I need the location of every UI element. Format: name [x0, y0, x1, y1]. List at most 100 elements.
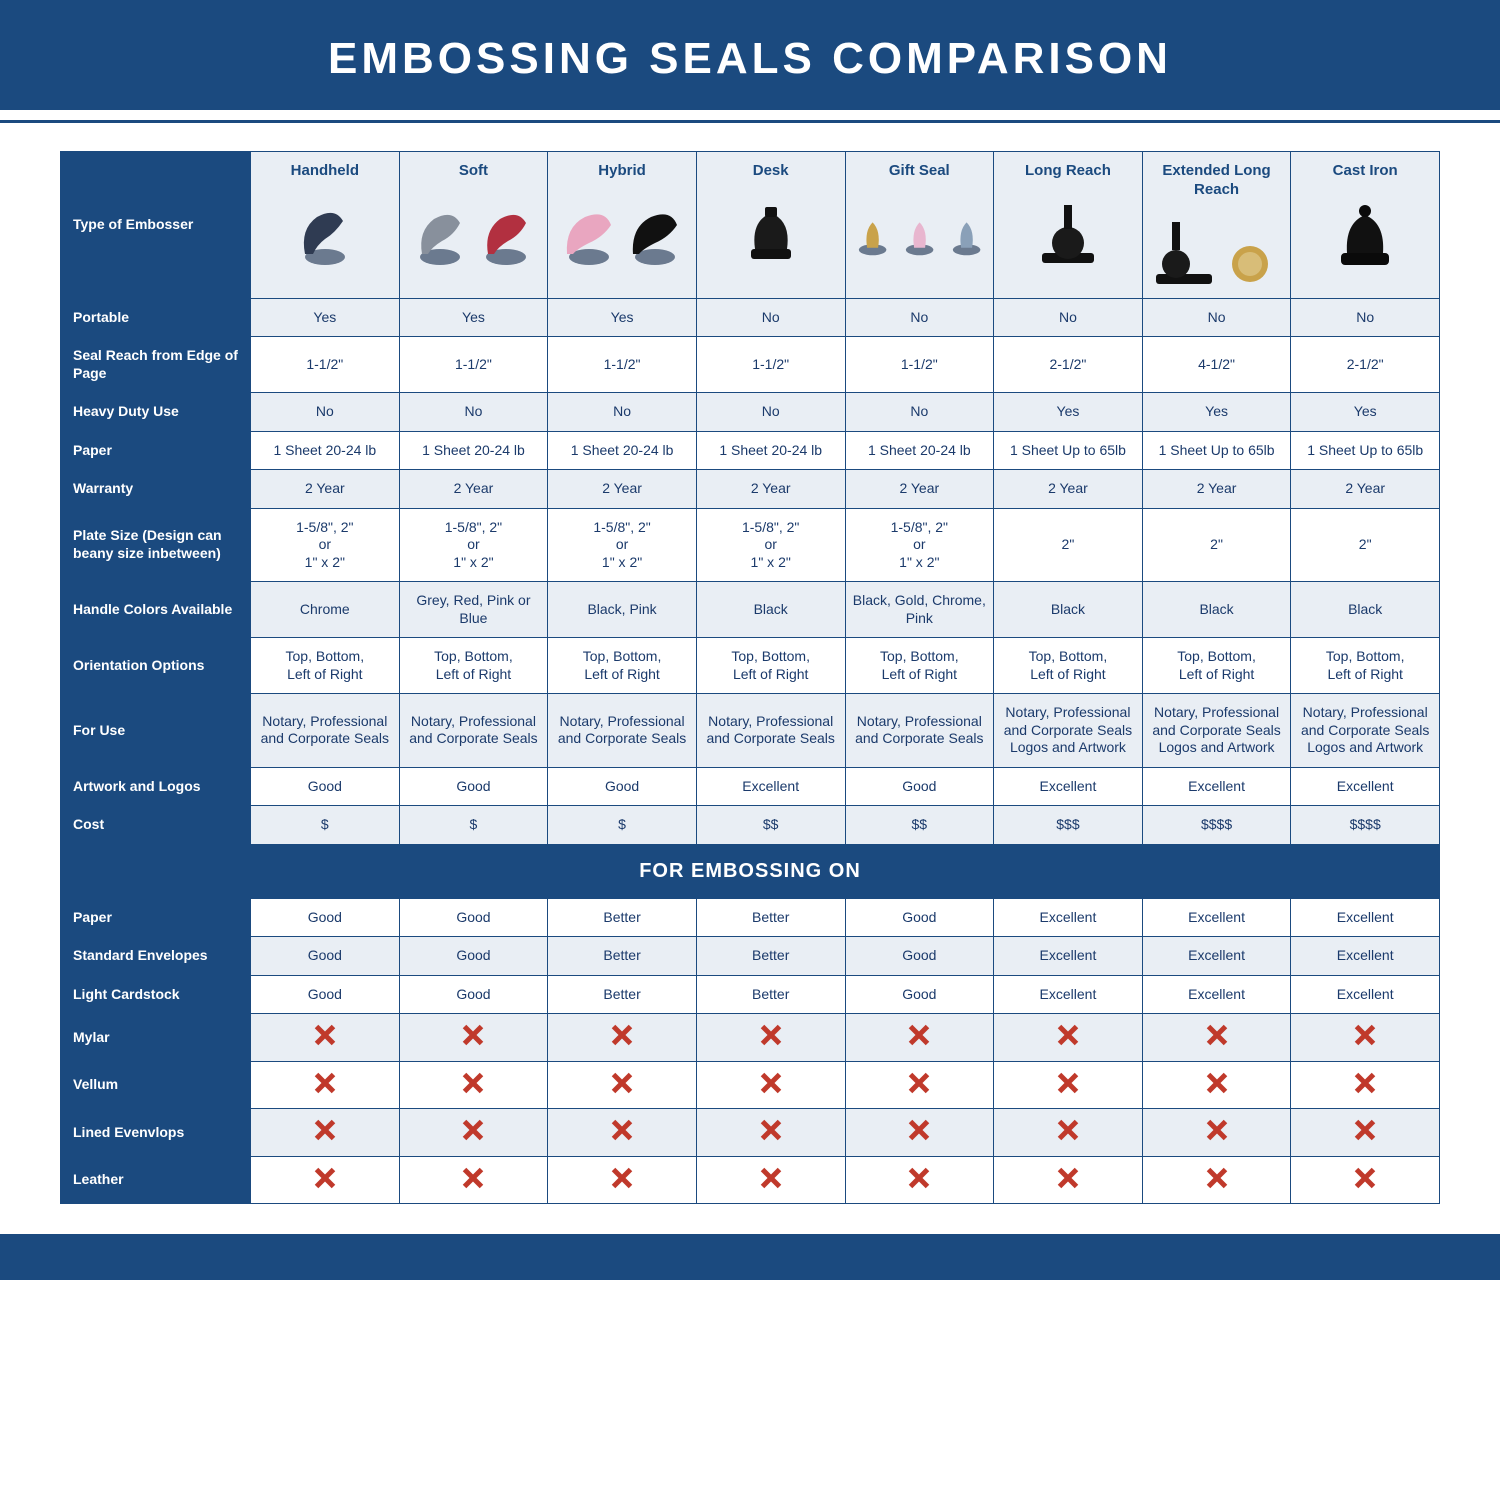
col-extlong: Extended Long Reach [1142, 152, 1291, 299]
table-cell: Chrome [251, 582, 400, 638]
table-cell [548, 1156, 697, 1204]
table-cell: No [1291, 298, 1440, 337]
table-cell: Good [845, 767, 994, 806]
row-label: Orientation Options [61, 638, 251, 694]
table-row: Artwork and LogosGoodGoodGoodExcellentGo… [61, 767, 1440, 806]
table-cell [1142, 1109, 1291, 1157]
table-cell: No [696, 298, 845, 337]
table-cell: Excellent [1142, 937, 1291, 976]
table-cell: Excellent [1142, 898, 1291, 937]
table-cell: Black [1142, 582, 1291, 638]
table-row: Plate Size (Design can beany size inbetw… [61, 508, 1440, 582]
table-cell: Top, Bottom,Left of Right [696, 638, 845, 694]
table-cell: 1 Sheet Up to 65lb [1142, 431, 1291, 470]
table-cell: Excellent [994, 975, 1143, 1014]
table-cell: 1 Sheet Up to 65lb [994, 431, 1143, 470]
table-cell: $$$ [994, 806, 1143, 845]
col-label: Cast Iron [1297, 162, 1433, 181]
x-icon [314, 1072, 336, 1094]
table-row: PaperGoodGoodBetterBetterGoodExcellentEx… [61, 898, 1440, 937]
row-label: Heavy Duty Use [61, 393, 251, 432]
table-cell [251, 1109, 400, 1157]
table-cell [548, 1014, 697, 1062]
table-cell: Good [399, 975, 548, 1014]
embosser-icon [899, 199, 940, 269]
table-cell: Good [845, 937, 994, 976]
table-cell: 2" [1142, 508, 1291, 582]
table-cell: 1-1/2" [251, 337, 400, 393]
footer-bar [0, 1234, 1500, 1280]
table-row: Lined Evenvlops [61, 1109, 1440, 1157]
x-icon [908, 1119, 930, 1141]
col-label: Extended Long Reach [1149, 162, 1285, 200]
table-cell: $$$$ [1142, 806, 1291, 845]
table-cell [845, 1014, 994, 1062]
table-cell: 1-1/2" [696, 337, 845, 393]
x-icon [462, 1167, 484, 1189]
table-cell [994, 1061, 1143, 1109]
table-cell: Better [548, 937, 697, 976]
table-cell [399, 1061, 548, 1109]
table-cell: Yes [994, 393, 1143, 432]
table-cell: $$$$ [1291, 806, 1440, 845]
table-cell: Black [696, 582, 845, 638]
table-cell [1142, 1061, 1291, 1109]
row-label: Cost [61, 806, 251, 845]
row-label: Vellum [61, 1061, 251, 1109]
table-cell [548, 1109, 697, 1157]
row-label: Mylar [61, 1014, 251, 1062]
table-cell [1291, 1061, 1440, 1109]
table-cell: 2 Year [1142, 470, 1291, 509]
x-icon [760, 1119, 782, 1141]
embosser-icon [559, 199, 619, 269]
col-label: Hybrid [554, 162, 690, 181]
table-cell: 2-1/2" [1291, 337, 1440, 393]
comparison-sheet: Type of EmbosserHandheldSoftHybridDeskGi… [60, 151, 1440, 1204]
table-cell: 2 Year [251, 470, 400, 509]
x-icon [314, 1167, 336, 1189]
table-cell: 2 Year [548, 470, 697, 509]
table-cell: Notary, Professional and Corporate Seals… [994, 694, 1143, 768]
table-row: Heavy Duty UseNoNoNoNoNoYesYesYes [61, 393, 1440, 432]
table-cell: 1 Sheet 20-24 lb [696, 431, 845, 470]
table-cell: Good [251, 767, 400, 806]
x-icon [908, 1072, 930, 1094]
table-cell: 2 Year [696, 470, 845, 509]
x-icon [314, 1024, 336, 1046]
embosser-icon [1335, 199, 1395, 269]
table-cell: Good [548, 767, 697, 806]
x-icon [611, 1119, 633, 1141]
table-cell: Notary, Professional and Corporate Seals [251, 694, 400, 768]
table-cell: $ [399, 806, 548, 845]
table-cell [399, 1156, 548, 1204]
table-cell: Notary, Professional and Corporate Seals [548, 694, 697, 768]
table-row: Leather [61, 1156, 1440, 1204]
x-icon [314, 1119, 336, 1141]
x-icon [1057, 1072, 1079, 1094]
table-cell: Excellent [1291, 898, 1440, 937]
title-bar: EMBOSSING SEALS COMPARISON [0, 0, 1500, 110]
x-icon [462, 1072, 484, 1094]
table-cell: 4-1/2" [1142, 337, 1291, 393]
col-label: Handheld [257, 162, 393, 181]
embosser-icon [476, 199, 536, 269]
table-row: Light CardstockGoodGoodBetterBetterGoodE… [61, 975, 1440, 1014]
col-label: Desk [703, 162, 839, 181]
row-label: Lined Evenvlops [61, 1109, 251, 1157]
table-cell: Good [251, 937, 400, 976]
table-cell: No [399, 393, 548, 432]
corner-label: Type of Embosser [61, 152, 251, 299]
table-row: Cost$$$$$$$$$$$$$$$$$$ [61, 806, 1440, 845]
table-cell: Grey, Red, Pink or Blue [399, 582, 548, 638]
table-cell: Yes [251, 298, 400, 337]
row-label: Paper [61, 431, 251, 470]
row-label: Plate Size (Design can beany size inbetw… [61, 508, 251, 582]
table-cell [1291, 1156, 1440, 1204]
embosser-icon [741, 199, 801, 269]
table-row: Orientation Options Top, Bottom,Left of R… [61, 638, 1440, 694]
table-cell: 2-1/2" [994, 337, 1143, 393]
table-cell [1142, 1156, 1291, 1204]
table-cell [994, 1109, 1143, 1157]
table-cell [696, 1014, 845, 1062]
table-cell: No [994, 298, 1143, 337]
